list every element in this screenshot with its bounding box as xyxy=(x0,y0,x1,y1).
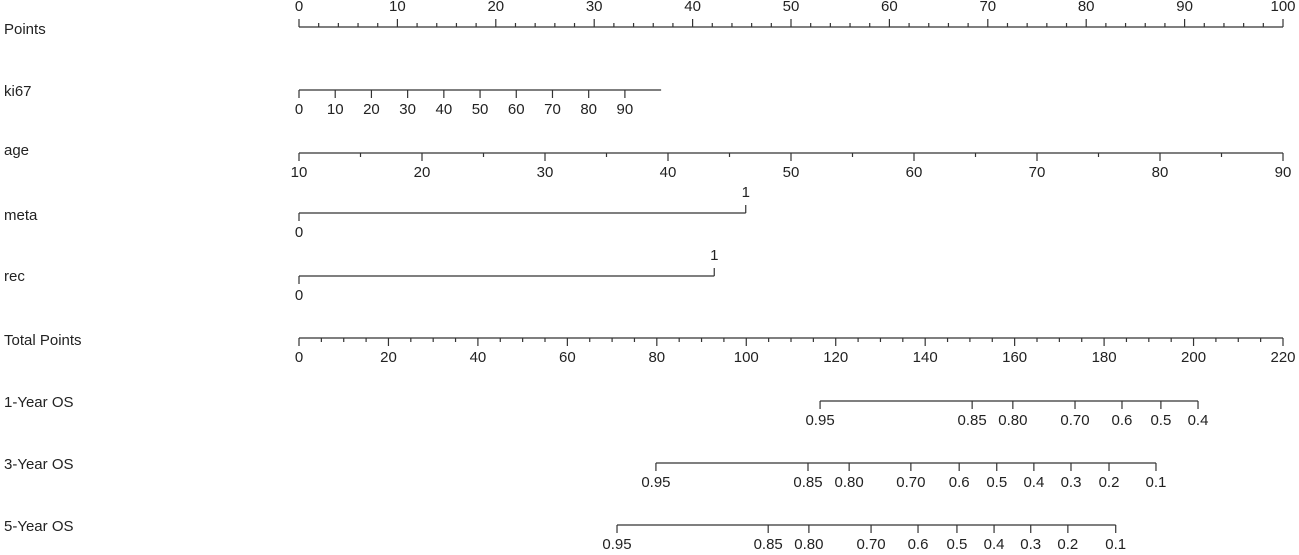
tick-label: 70 xyxy=(544,101,561,118)
row-label: ki67 xyxy=(4,83,32,100)
tick-label: 100 xyxy=(1270,0,1295,15)
tick-label: 40 xyxy=(436,101,453,118)
tick-label: 10 xyxy=(291,164,308,181)
tick-label: 180 xyxy=(1092,349,1117,366)
tick-label: 0.85 xyxy=(754,536,783,553)
tick-label: 30 xyxy=(537,164,554,181)
tick-label: 0.80 xyxy=(794,536,823,553)
tick-label: 80 xyxy=(648,349,665,366)
tick-label: 90 xyxy=(617,101,634,118)
tick-label: 0.6 xyxy=(1112,412,1133,429)
tick-label: 0.6 xyxy=(908,536,929,553)
tick-label: 0.70 xyxy=(896,474,925,491)
row-label: rec xyxy=(4,268,25,285)
tick-label: 0.85 xyxy=(958,412,987,429)
tick-label: 0.80 xyxy=(835,474,864,491)
row-label: Total Points xyxy=(4,332,82,349)
tick-label: 80 xyxy=(1078,0,1095,15)
tick-label: 60 xyxy=(881,0,898,15)
tick-label: 80 xyxy=(1152,164,1169,181)
tick-label: 60 xyxy=(508,101,525,118)
tick-label: 200 xyxy=(1181,349,1206,366)
tick-label: 40 xyxy=(470,349,487,366)
row-label: meta xyxy=(4,207,38,224)
tick-label: 30 xyxy=(586,0,603,15)
tick-label: 0.80 xyxy=(998,412,1027,429)
row-label: 5-Year OS xyxy=(4,518,74,535)
tick-label: 60 xyxy=(559,349,576,366)
tick-label: 0 xyxy=(295,349,303,366)
tick-label: 160 xyxy=(1002,349,1027,366)
tick-label: 50 xyxy=(783,0,800,15)
tick-label: 90 xyxy=(1275,164,1292,181)
tick-label: 0.2 xyxy=(1057,536,1078,553)
tick-label: 0.6 xyxy=(949,474,970,491)
tick-label: 0.95 xyxy=(805,412,834,429)
tick-label: 1 xyxy=(710,247,718,264)
tick-label: 0 xyxy=(295,101,303,118)
row-label: 1-Year OS xyxy=(4,394,74,411)
tick-label: 20 xyxy=(363,101,380,118)
tick-label: 0.3 xyxy=(1020,536,1041,553)
tick-label: 120 xyxy=(823,349,848,366)
tick-label: 0.70 xyxy=(1060,412,1089,429)
tick-label: 60 xyxy=(906,164,923,181)
tick-label: 50 xyxy=(783,164,800,181)
tick-label: 20 xyxy=(414,164,431,181)
tick-label: 140 xyxy=(913,349,938,366)
tick-label: 0.5 xyxy=(947,536,968,553)
tick-label: 70 xyxy=(979,0,996,15)
tick-label: 100 xyxy=(734,349,759,366)
row-label: age xyxy=(4,142,29,159)
tick-label: 10 xyxy=(327,101,344,118)
tick-label: 0.4 xyxy=(1188,412,1209,429)
tick-label: 70 xyxy=(1029,164,1046,181)
tick-label: 20 xyxy=(380,349,397,366)
tick-label: 20 xyxy=(487,0,504,15)
tick-label: 0.3 xyxy=(1061,474,1082,491)
tick-label: 0.95 xyxy=(641,474,670,491)
tick-label: 0.5 xyxy=(1150,412,1171,429)
tick-label: 0.4 xyxy=(984,536,1005,553)
tick-label: 90 xyxy=(1176,0,1193,15)
tick-label: 80 xyxy=(580,101,597,118)
tick-label: 40 xyxy=(684,0,701,15)
tick-label: 50 xyxy=(472,101,489,118)
tick-label: 0.1 xyxy=(1146,474,1167,491)
tick-label: 0.5 xyxy=(986,474,1007,491)
tick-label: 1 xyxy=(742,184,750,201)
row-label: 3-Year OS xyxy=(4,456,74,473)
tick-label: 0.85 xyxy=(793,474,822,491)
tick-label: 0 xyxy=(295,287,303,304)
tick-label: 0.2 xyxy=(1099,474,1120,491)
tick-label: 30 xyxy=(399,101,416,118)
tick-label: 0 xyxy=(295,0,303,15)
tick-label: 0.4 xyxy=(1023,474,1044,491)
tick-label: 0.1 xyxy=(1105,536,1126,553)
tick-label: 40 xyxy=(660,164,677,181)
tick-label: 220 xyxy=(1270,349,1295,366)
tick-label: 0.70 xyxy=(856,536,885,553)
row-label: Points xyxy=(4,21,46,38)
tick-label: 0.95 xyxy=(602,536,631,553)
tick-label: 10 xyxy=(389,0,406,15)
tick-label: 0 xyxy=(295,224,303,241)
